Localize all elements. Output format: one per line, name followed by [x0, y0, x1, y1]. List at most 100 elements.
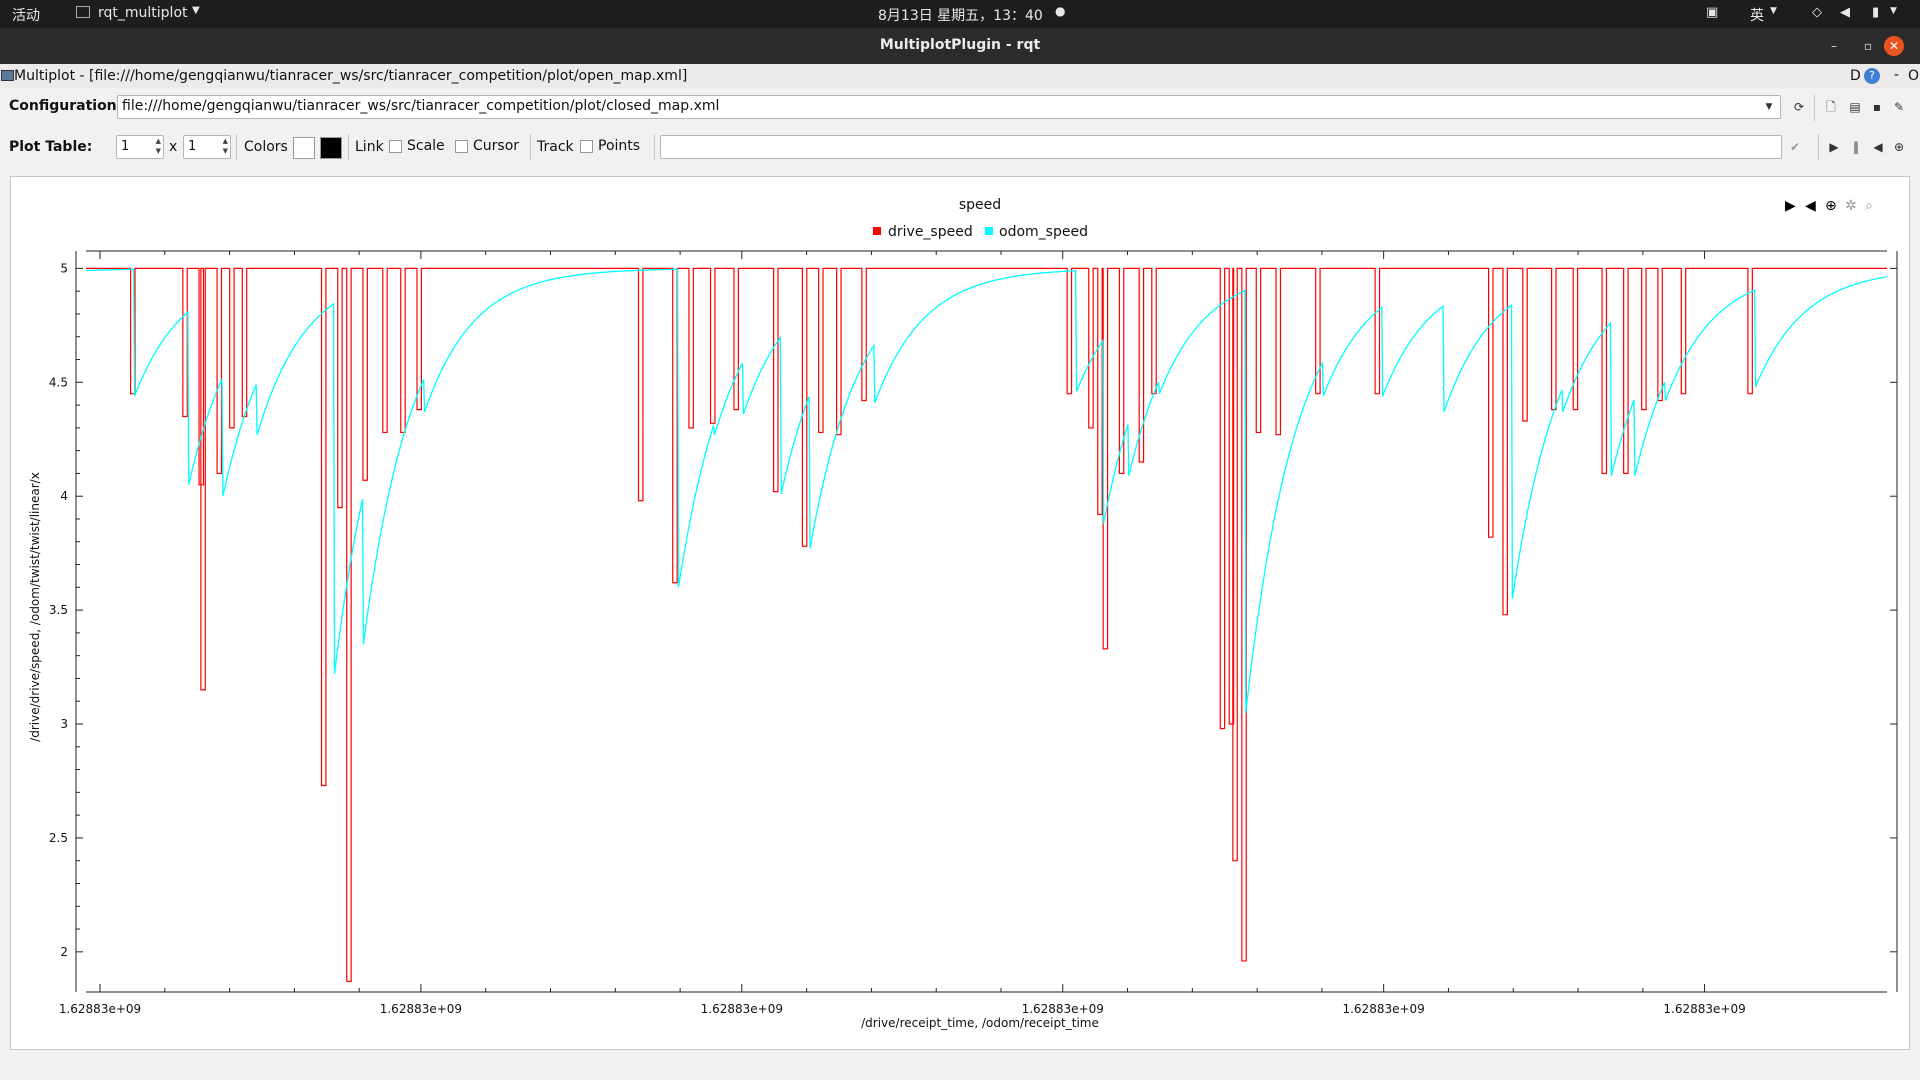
multiplot-icon — [1, 70, 14, 81]
x-tick-label: 1.62883e+09 — [1342, 1002, 1424, 1016]
chevron-down-icon[interactable]: ▼ — [192, 5, 200, 16]
plot-table-label: Plot Table: — [9, 139, 93, 155]
plot-axes: 2 2.5 3 3.5 4 4.5 5 1.62883e+09 1.62883e+09 1.628… — [49, 250, 1898, 1016]
x-tick-label: 1.62883e+09 — [1022, 1002, 1104, 1016]
save-icon[interactable]: ▪ — [1872, 100, 1882, 114]
toolbar-separator — [1814, 95, 1815, 121]
activities-button[interactable]: 活动 — [12, 8, 40, 24]
message-bar — [660, 135, 1782, 159]
plot-series — [85, 267, 1888, 983]
help-icon[interactable]: ? — [1864, 68, 1880, 84]
x-tick-label: 1.62883e+09 — [701, 1002, 783, 1016]
spin-arrows-icon[interactable]: ▲ ▼ — [222, 137, 228, 155]
battery-icon[interactable]: ▮ — [1872, 5, 1880, 20]
y-tick-label: 5 — [60, 261, 68, 275]
x-tick-label: 1.62883e+09 — [1663, 1002, 1745, 1016]
chart-title: speed — [959, 197, 1001, 213]
cursor-label: Cursor — [473, 138, 520, 154]
y-tick-label: 2.5 — [49, 831, 68, 845]
foreground-color-button[interactable] — [320, 137, 342, 159]
dropdown-arrow-icon[interactable]: ▼ — [1765, 102, 1773, 112]
plot-table-row: Plot Table: 1 ▲ ▼ x 1 ▲ ▼ Colors Link Scal… — [0, 132, 1920, 162]
plugin-minimize-button[interactable]: - — [1894, 67, 1900, 83]
times-label: x — [169, 139, 178, 155]
legend: drive_speed odom_speed — [873, 224, 1088, 240]
chevron-down-icon[interactable]: ▼ — [1890, 6, 1897, 16]
window-title: MultiplotPlugin - rqt — [879, 37, 1041, 53]
plot-play-icon[interactable]: ▶ — [1785, 198, 1796, 214]
camera-icon[interactable]: ▣ — [1706, 5, 1719, 20]
legend-label-drive-speed: drive_speed — [888, 224, 973, 240]
x-axis-label: /drive/receipt_time, /odom/receipt_time — [861, 1016, 1099, 1030]
toolbar-separator — [1818, 134, 1819, 160]
plot-settings-icon[interactable]: ✲ — [1845, 198, 1857, 214]
cols-value: 1 — [188, 139, 197, 154]
link-checkbox[interactable] — [389, 140, 402, 153]
plot-zoom-icon[interactable]: ⌕ — [1865, 198, 1873, 214]
clock[interactable]: 8月13日 星期五，13：40 — [878, 8, 1043, 24]
terminal-icon — [76, 6, 90, 18]
plugin-close-button[interactable]: O — [1908, 68, 1920, 84]
system-top-bar: 活动 rqt_multiplot ▼ 8月13日 星期五，13：40 ● ▣ 英… — [0, 0, 1920, 28]
series-line-odom-speed — [85, 268, 1888, 713]
minimize-button[interactable]: – — [1831, 39, 1837, 53]
legend-label-odom-speed: odom_speed — [999, 224, 1088, 240]
y-axis-label: /drive/drive/speed, /odom/twist/twist/li… — [28, 472, 42, 742]
scale-checkbox[interactable] — [455, 140, 468, 153]
close-button[interactable]: ✕ — [1884, 36, 1904, 56]
y-tick-label: 4.5 — [49, 375, 68, 389]
plugin-header: Multiplot - [file:///home/gengqianwu/tia… — [0, 64, 1920, 88]
input-method[interactable]: 英 — [1750, 8, 1764, 24]
x-tick-label: 1.62883e+09 — [59, 1002, 141, 1016]
rows-value: 1 — [121, 139, 130, 154]
configuration-path-input[interactable]: file:///home/gengqianwu/tianracer_ws/src… — [117, 95, 1781, 119]
plot-frame: speed drive_speed odom_speed ▶ ◀ ⊕ ✲ ⌕ 2… — [10, 176, 1910, 1050]
plugin-d-button[interactable]: D — [1850, 68, 1861, 84]
series-line-drive-speed — [86, 267, 1887, 983]
wifi-icon[interactable]: ◇ — [1812, 5, 1822, 20]
legend-swatch-drive-speed — [873, 227, 881, 235]
app-menu[interactable]: rqt_multiplot — [98, 5, 188, 21]
y-tick-label: 3 — [60, 717, 68, 731]
toolbar-separator — [348, 134, 349, 160]
track-checkbox[interactable] — [580, 140, 593, 153]
scale-label: Scale — [407, 138, 445, 154]
reload-icon[interactable]: ⟳ — [1793, 100, 1805, 114]
legend-swatch-odom-speed — [985, 227, 993, 235]
maximize-button[interactable]: ▫ — [1863, 39, 1873, 53]
open-file-icon[interactable]: ▤ — [1849, 100, 1861, 114]
volume-icon[interactable]: ◀ — [1840, 5, 1850, 20]
plot-export-icon[interactable]: ⊕ — [1825, 198, 1837, 214]
y-tick-label: 2 — [60, 945, 68, 959]
y-tick-label: 3.5 — [49, 603, 68, 617]
link-label: Link — [355, 139, 384, 155]
toolbar-separator — [654, 134, 655, 160]
track-label: Track — [537, 139, 574, 155]
y-tick-label: 4 — [60, 489, 68, 503]
new-file-icon[interactable]: 🗋 — [1826, 100, 1836, 114]
clear-icon[interactable]: ◀ — [1873, 140, 1883, 154]
chevron-down-icon[interactable]: ▼ — [1770, 6, 1777, 16]
configuration-label: Configuration: — [9, 98, 123, 114]
play-icon[interactable]: ▶ — [1829, 140, 1839, 154]
checkmark-icon[interactable]: ✔ — [1789, 140, 1801, 154]
export-icon[interactable]: ⊕ — [1893, 140, 1905, 154]
speed-chart[interactable]: speed drive_speed odom_speed ▶ ◀ ⊕ ✲ ⌕ 2… — [11, 177, 1909, 1049]
configuration-row: Configuration: file:///home/gengqianwu/t… — [0, 94, 1920, 122]
colors-label: Colors — [244, 139, 288, 155]
cols-spinbox[interactable]: 1 ▲ ▼ — [183, 135, 231, 159]
save-as-icon[interactable]: ✎ — [1893, 100, 1905, 114]
plot-controls[interactable]: ▶ ◀ ⊕ ✲ ⌕ — [1785, 198, 1873, 214]
notification-dot-icon: ● — [1055, 4, 1066, 18]
points-label: Points — [598, 138, 641, 154]
toolbar-separator — [236, 134, 237, 160]
x-tick-label: 1.62883e+09 — [380, 1002, 462, 1016]
rows-spinbox[interactable]: 1 ▲ ▼ — [116, 135, 164, 159]
toolbar-separator — [530, 134, 531, 160]
spin-arrows-icon[interactable]: ▲ ▼ — [155, 137, 161, 155]
plot-clear-icon[interactable]: ◀ — [1805, 198, 1816, 214]
window-title-bar: MultiplotPlugin - rqt – ▫ ✕ — [0, 28, 1920, 64]
background-color-button[interactable] — [293, 137, 315, 159]
pause-icon[interactable]: ‖ — [1853, 140, 1859, 154]
plugin-title: Multiplot - [file:///home/gengqianwu/tia… — [14, 68, 688, 84]
